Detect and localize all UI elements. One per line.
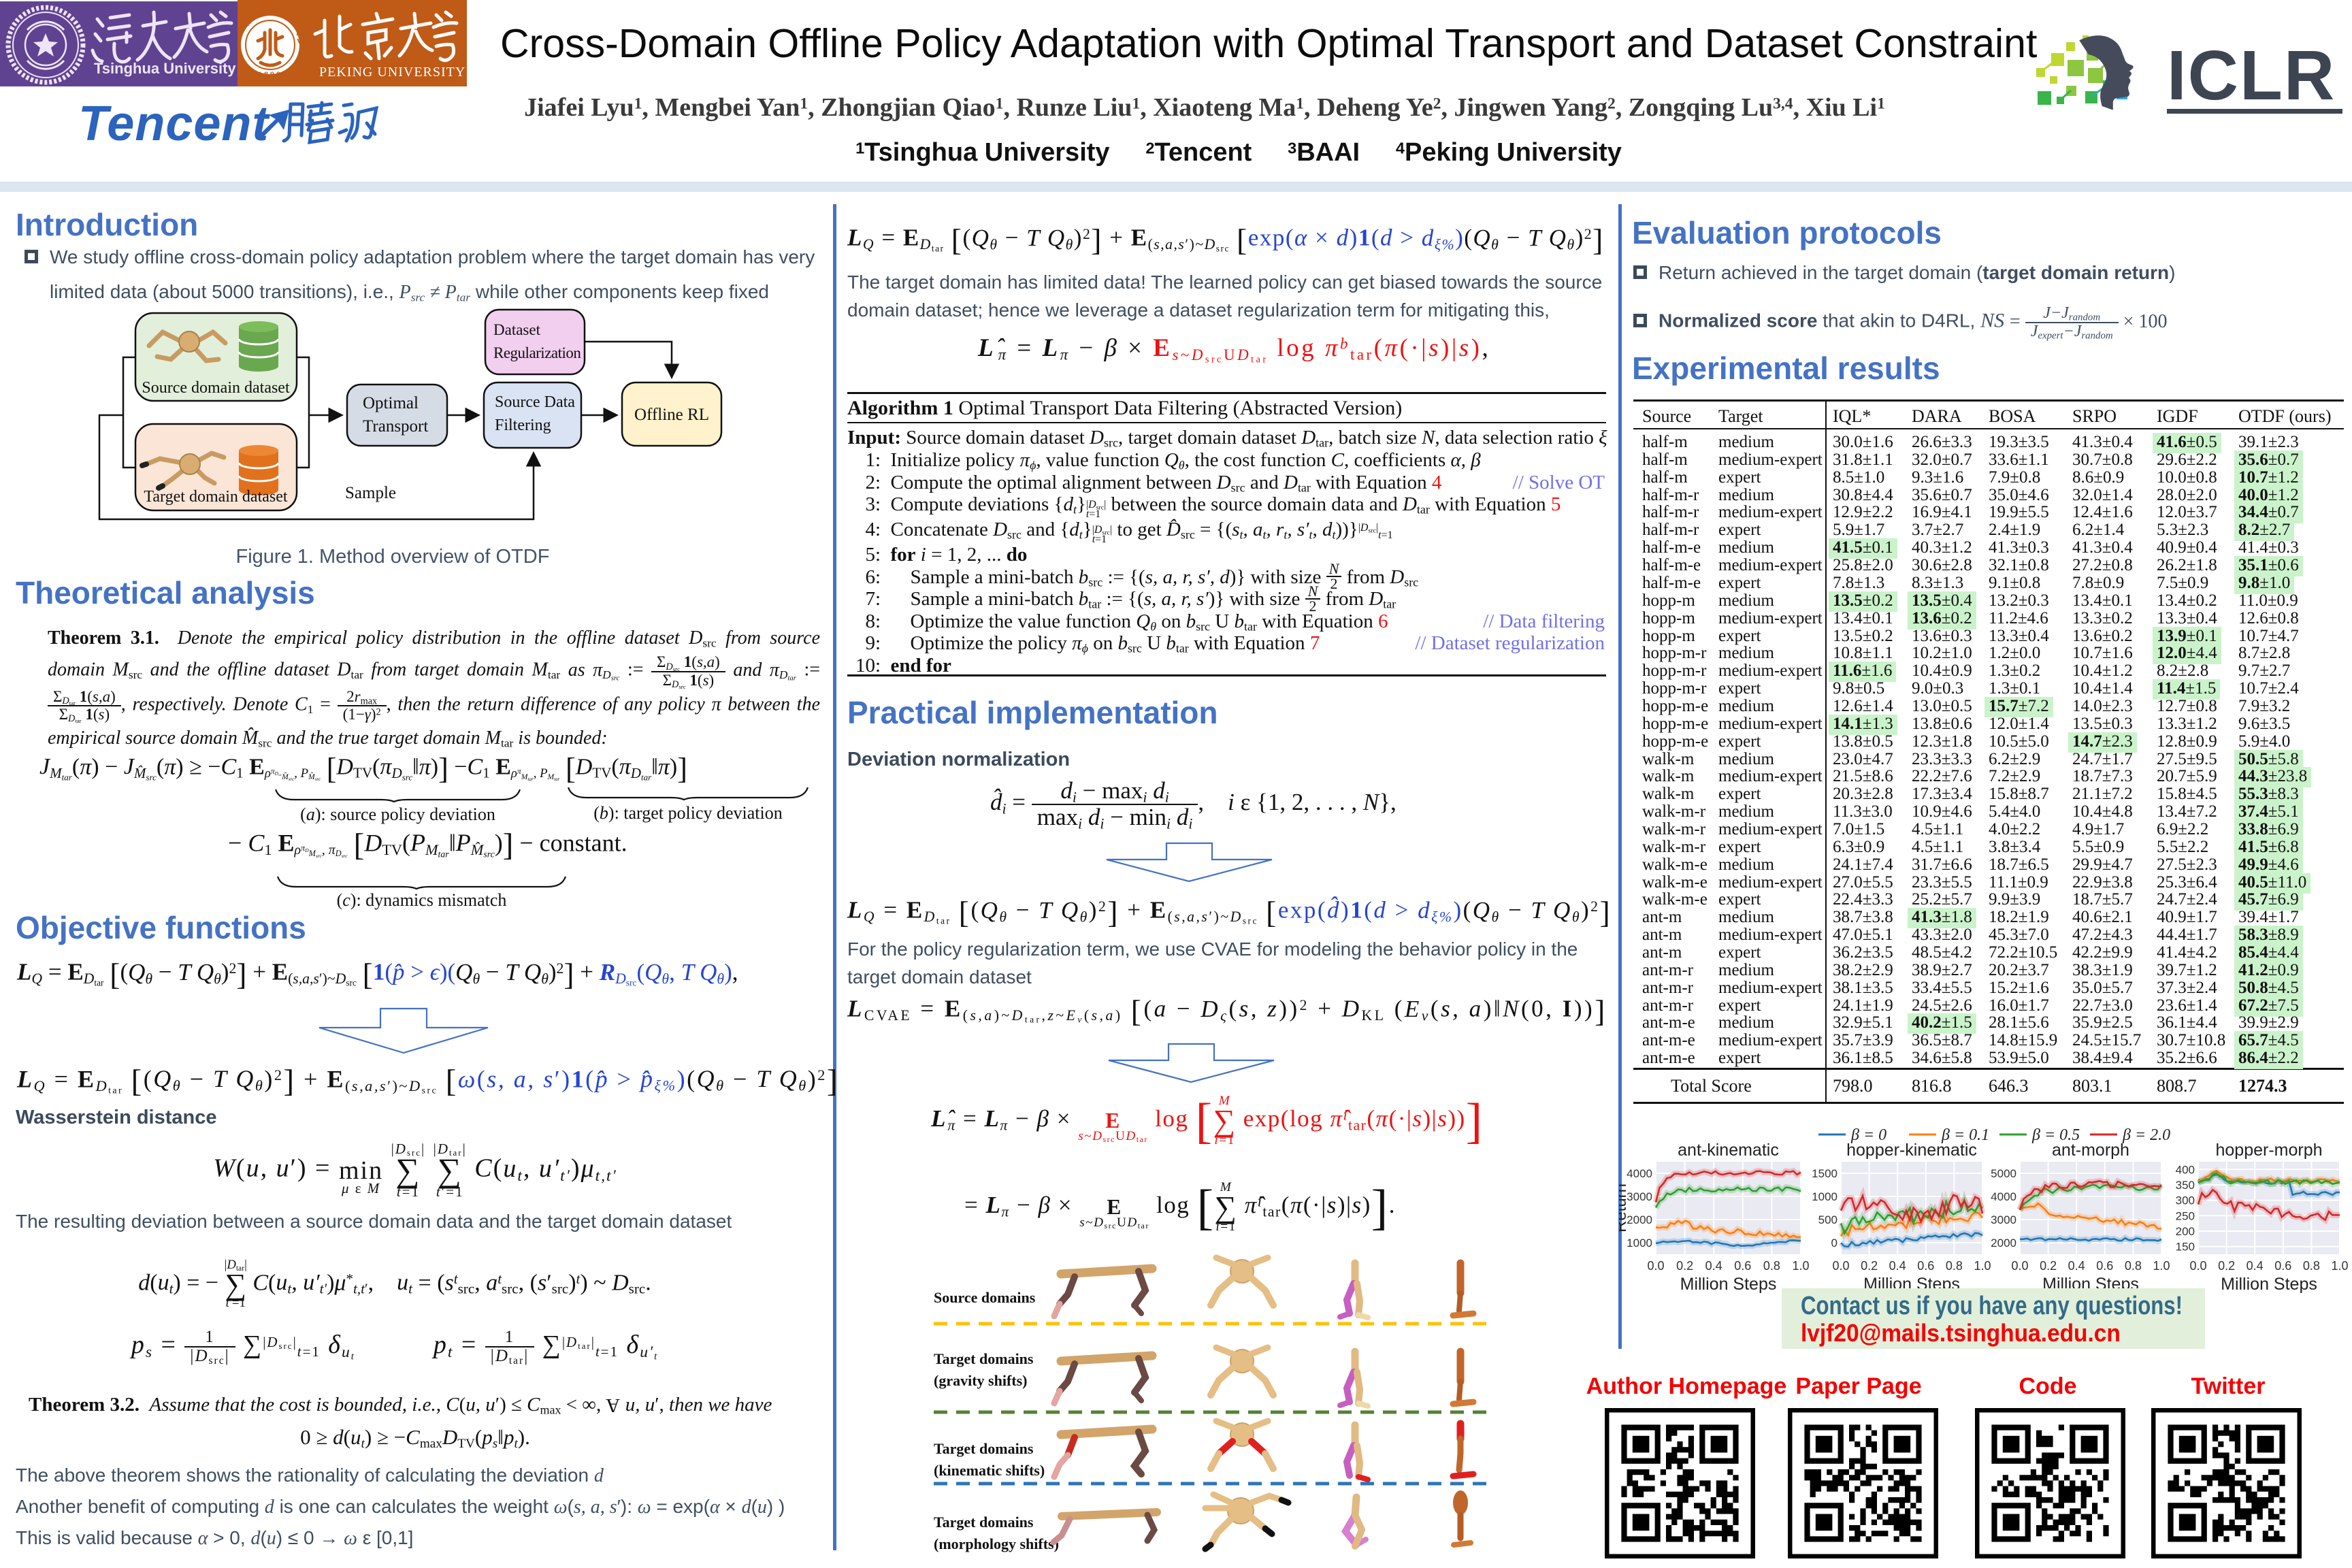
svg-text:U: U [289,15,294,22]
svg-text:Transport: Transport [363,417,428,436]
svg-text:G: G [282,8,288,16]
svg-text:E: E [252,14,257,21]
svg-text:I: I [296,30,299,37]
svg-text:1000: 1000 [1812,1190,1838,1203]
svg-text:150: 150 [2176,1241,2195,1254]
svg-text:N: N [294,22,299,29]
svg-text:Target domains: Target domains [934,1514,1034,1531]
svg-text:0.0: 0.0 [2189,1259,2206,1273]
svg-text:350: 350 [2176,1179,2195,1192]
svg-text:Regularization: Regularization [493,344,581,361]
svg-text:ant-morph: ant-morph [2052,1141,2129,1160]
svg-text:0.4: 0.4 [2068,1259,2085,1273]
svg-text:0.8: 0.8 [1946,1259,1963,1273]
svg-text:Target domains: Target domains [934,1350,1034,1367]
svg-text:V: V [297,38,302,46]
svg-text:3000: 3000 [1627,1190,1652,1203]
svg-text:1500: 1500 [1812,1167,1838,1180]
svg-text:0.8: 0.8 [1763,1259,1780,1273]
svg-text:0.4: 0.4 [2247,1259,2264,1273]
svg-text:Filtering: Filtering [495,416,551,434]
svg-text:500: 500 [1818,1213,1838,1226]
svg-text:1.0: 1.0 [1792,1259,1809,1273]
svg-text:4000: 4000 [1991,1190,2016,1203]
svg-text:5000: 5000 [1991,1167,2016,1180]
svg-text:0.0: 0.0 [1647,1259,1664,1273]
svg-text:1.0: 1.0 [2331,1259,2348,1273]
svg-text:0.0: 0.0 [2011,1259,2028,1273]
svg-text:PEKING UNIVERSITY: PEKING UNIVERSITY [319,65,466,80]
svg-text:Dataset: Dataset [493,321,541,338]
svg-text:ICLR: ICLR [2167,36,2336,114]
svg-text:0.6: 0.6 [1917,1259,1934,1273]
svg-text:4000: 4000 [1627,1167,1652,1180]
svg-text:3000: 3000 [1991,1213,2016,1226]
svg-text:Tencent: Tencent [78,97,270,151]
svg-text:I: I [267,5,270,13]
svg-text:1000: 1000 [1627,1237,1652,1250]
svg-text:2000: 2000 [1627,1213,1652,1226]
svg-text:Source Data: Source Data [495,393,575,411]
svg-text:β = 0.5: β = 0.5 [2031,1126,2080,1144]
svg-text:200: 200 [2176,1225,2195,1238]
svg-text:0.2: 0.2 [1861,1259,1878,1273]
svg-text:2000: 2000 [1991,1237,2016,1250]
svg-text:0.2: 0.2 [1676,1259,1693,1273]
svg-text:β = 0.1: β = 0.1 [1941,1126,1989,1144]
svg-text:0.4: 0.4 [1889,1259,1906,1273]
svg-text:P: P [247,20,251,28]
svg-text:0.6: 0.6 [1734,1259,1751,1273]
svg-text:Optimal: Optimal [363,394,419,412]
svg-text:0.4: 0.4 [1705,1259,1722,1273]
svg-text:K: K [259,8,265,16]
svg-text:(morphology shifts): (morphology shifts) [934,1535,1059,1552]
svg-text:0.8: 0.8 [2125,1259,2142,1273]
svg-text:1.0: 1.0 [2153,1259,2170,1273]
svg-text:Sample: Sample [345,484,396,502]
svg-text:250: 250 [2176,1209,2195,1222]
svg-text:0.0: 0.0 [1832,1259,1849,1273]
svg-text:300: 300 [2176,1194,2195,1207]
svg-text:β = 0: β = 0 [1850,1126,1886,1144]
svg-text:0.6: 0.6 [2274,1259,2291,1273]
svg-text:1 8 9 8: 1 8 9 8 [258,69,280,79]
svg-text:Million Steps: Million Steps [2221,1275,2317,1294]
svg-text:0.2: 0.2 [2040,1259,2057,1273]
svg-text:hopper-morph: hopper-morph [2215,1141,2322,1160]
svg-text:0: 0 [1831,1237,1838,1250]
svg-text:400: 400 [2176,1163,2195,1176]
svg-text:Return: Return [1619,1183,1630,1232]
svg-text:N: N [274,5,280,13]
svg-text:(gravity shifts): (gravity shifts) [934,1372,1027,1389]
svg-text:(kinematic shifts): (kinematic shifts) [934,1462,1045,1479]
svg-text:Target domain dataset: Target domain dataset [144,488,287,506]
svg-text:Tsinghua University: Tsinghua University [94,60,236,77]
svg-text:Target domains: Target domains [934,1440,1034,1457]
svg-text:ant-kinematic: ant-kinematic [1678,1141,1779,1160]
svg-text:0.6: 0.6 [2096,1259,2113,1273]
svg-text:Offline RL: Offline RL [634,406,709,424]
svg-text:1.0: 1.0 [1974,1259,1991,1273]
svg-text:Million Steps: Million Steps [1680,1275,1777,1294]
svg-text:Source domain dataset: Source domain dataset [142,379,290,397]
svg-text:Source domains: Source domains [934,1289,1036,1306]
svg-text:0.8: 0.8 [2303,1259,2320,1273]
svg-text:0.2: 0.2 [2218,1259,2235,1273]
svg-text:hopper-kinematic: hopper-kinematic [1846,1141,1977,1160]
svg-text:β = 2.0: β = 2.0 [2122,1126,2170,1144]
